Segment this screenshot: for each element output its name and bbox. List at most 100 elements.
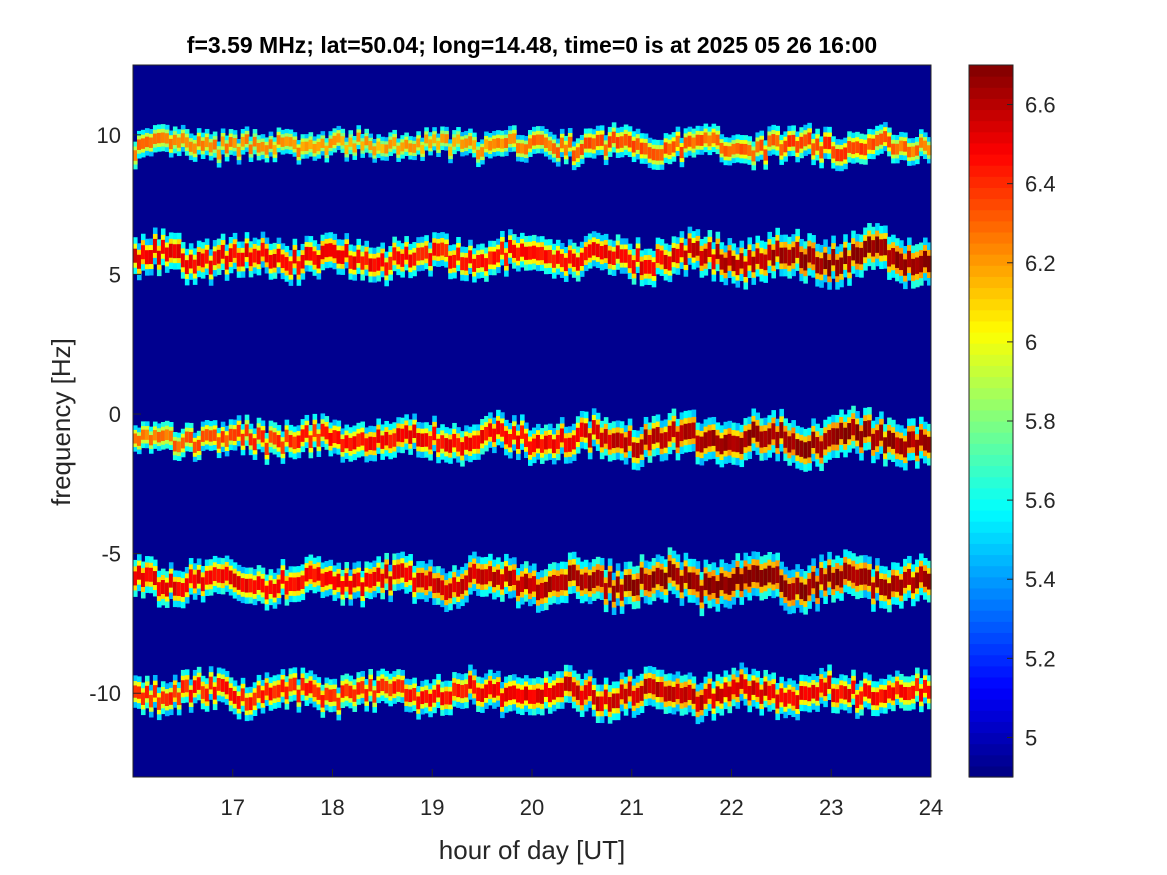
colorbar-segment — [969, 376, 1013, 389]
spectrogram-plot-area — [132, 64, 932, 778]
colorbar-segment — [969, 109, 1013, 122]
colorbar-segment — [969, 643, 1013, 656]
colorbar-segment — [969, 465, 1013, 478]
colorbar-tick-label: 6 — [1025, 330, 1037, 355]
colorbar-segment — [969, 432, 1013, 444]
x-axis-ticks: 17 18 19 20 21 22 23 24 — [221, 769, 943, 820]
x-axis-label: hour of day [UT] — [439, 835, 625, 865]
x-tick-label: 22 — [719, 795, 743, 820]
colorbar-segment — [969, 176, 1013, 188]
x-tick-label: 18 — [320, 795, 344, 820]
colorbar-segment — [969, 476, 1013, 489]
spectral-band-0 — [133, 122, 932, 172]
spectral-band-4 — [133, 662, 932, 725]
colorbar-segment — [969, 532, 1013, 544]
colorbar-segment — [969, 510, 1013, 522]
colorbar-segment — [969, 543, 1013, 556]
y-tick-label: -5 — [101, 542, 121, 567]
colorbar-segment — [969, 743, 1013, 756]
y-tick-label: -10 — [89, 681, 121, 706]
colorbar-segment — [969, 521, 1013, 533]
colorbar-segment — [969, 565, 1013, 578]
x-tick-label: 21 — [620, 795, 644, 820]
colorbar-tick-label: 5.8 — [1025, 409, 1056, 434]
colorbar-segment — [969, 187, 1013, 200]
x-tick-label: 17 — [221, 795, 245, 820]
colorbar-segment — [969, 165, 1013, 177]
spectral-band-1 — [133, 223, 932, 290]
colorbar-tick-label: 5.6 — [1025, 488, 1056, 513]
colorbar-segment — [969, 721, 1013, 734]
y-axis-ticks: 10 5 0 -5 -10 — [89, 123, 141, 706]
x-tick-label: 20 — [520, 795, 544, 820]
colorbar-segment — [969, 632, 1013, 645]
colorbar-segment — [969, 498, 1013, 511]
colorbar-segment — [969, 120, 1013, 133]
colorbar-segment — [969, 387, 1013, 400]
chart-title: f=3.59 MHz; lat=50.04; long=14.48, time=… — [187, 32, 877, 58]
colorbar-segment — [969, 154, 1013, 166]
colorbar-segment — [969, 454, 1013, 467]
colorbar-segment — [969, 142, 1013, 155]
spectral-band-2 — [133, 405, 932, 472]
colorbar-segment — [969, 220, 1013, 233]
y-tick-label: 0 — [109, 402, 121, 427]
colorbar-segment — [969, 209, 1013, 222]
colorbar-tick-label: 6.2 — [1025, 251, 1056, 276]
colorbar-segment — [969, 365, 1013, 378]
colorbar-tick-label: 6.4 — [1025, 172, 1056, 197]
colorbar-segment — [969, 409, 1013, 422]
colorbar-segment — [969, 98, 1013, 111]
colorbar-segment — [969, 254, 1013, 266]
colorbar-segment — [969, 276, 1013, 289]
colorbar-segment — [969, 754, 1013, 767]
colorbar-tick-label: 6.6 — [1025, 93, 1056, 118]
colorbar-segment — [969, 665, 1013, 678]
x-tick-label: 23 — [819, 795, 843, 820]
colorbar-segment — [969, 487, 1013, 500]
colorbar: 6.6 6.4 6.2 6 5.8 5.6 5.4 5.2 5 — [968, 64, 1056, 778]
colorbar-segment — [969, 576, 1013, 589]
colorbar-tick-label: 5.2 — [1025, 646, 1056, 671]
x-tick-label: 24 — [919, 795, 943, 820]
colorbar-segment — [969, 765, 1013, 778]
colorbar-segment — [969, 309, 1013, 322]
colorbar-tick-label: 5.4 — [1025, 567, 1056, 592]
spectral-band-3 — [133, 547, 932, 617]
colorbar-segment — [969, 554, 1013, 567]
colorbar-segment — [969, 131, 1013, 144]
colorbar-segment — [969, 265, 1013, 277]
colorbar-segment — [969, 710, 1013, 722]
colorbar-segment — [969, 676, 1013, 689]
colorbar-segment — [969, 231, 1013, 244]
colorbar-segment — [969, 343, 1013, 355]
y-axis-label: frequency [Hz] — [46, 338, 76, 506]
colorbar-segment — [969, 610, 1013, 622]
colorbar-segment — [969, 332, 1013, 344]
colorbar-segment — [969, 398, 1013, 411]
colorbar-segment — [969, 87, 1013, 99]
colorbar-segment — [969, 198, 1013, 211]
plot-background — [133, 65, 931, 777]
colorbar-segment — [969, 443, 1013, 455]
colorbar-segment — [969, 76, 1013, 88]
colorbar-segment — [969, 243, 1013, 255]
colorbar-segment — [969, 320, 1013, 333]
colorbar-segment — [969, 587, 1013, 600]
colorbar-segment — [969, 699, 1013, 711]
colorbar-segment — [969, 599, 1013, 611]
colorbar-segment — [969, 732, 1013, 745]
colorbar-segment — [969, 421, 1013, 433]
colorbar-segment — [969, 298, 1013, 311]
colorbar-tick-label: 5 — [1025, 725, 1037, 750]
y-tick-label: 5 — [109, 262, 121, 287]
colorbar-segment — [969, 65, 1013, 77]
x-tick-label: 19 — [420, 795, 444, 820]
colorbar-segment — [969, 287, 1013, 300]
colorbar-segment — [969, 688, 1013, 700]
colorbar-segment — [969, 354, 1013, 366]
colorbar-segment — [969, 654, 1013, 667]
colorbar-segment — [969, 621, 1013, 633]
y-tick-label: 10 — [97, 123, 121, 148]
